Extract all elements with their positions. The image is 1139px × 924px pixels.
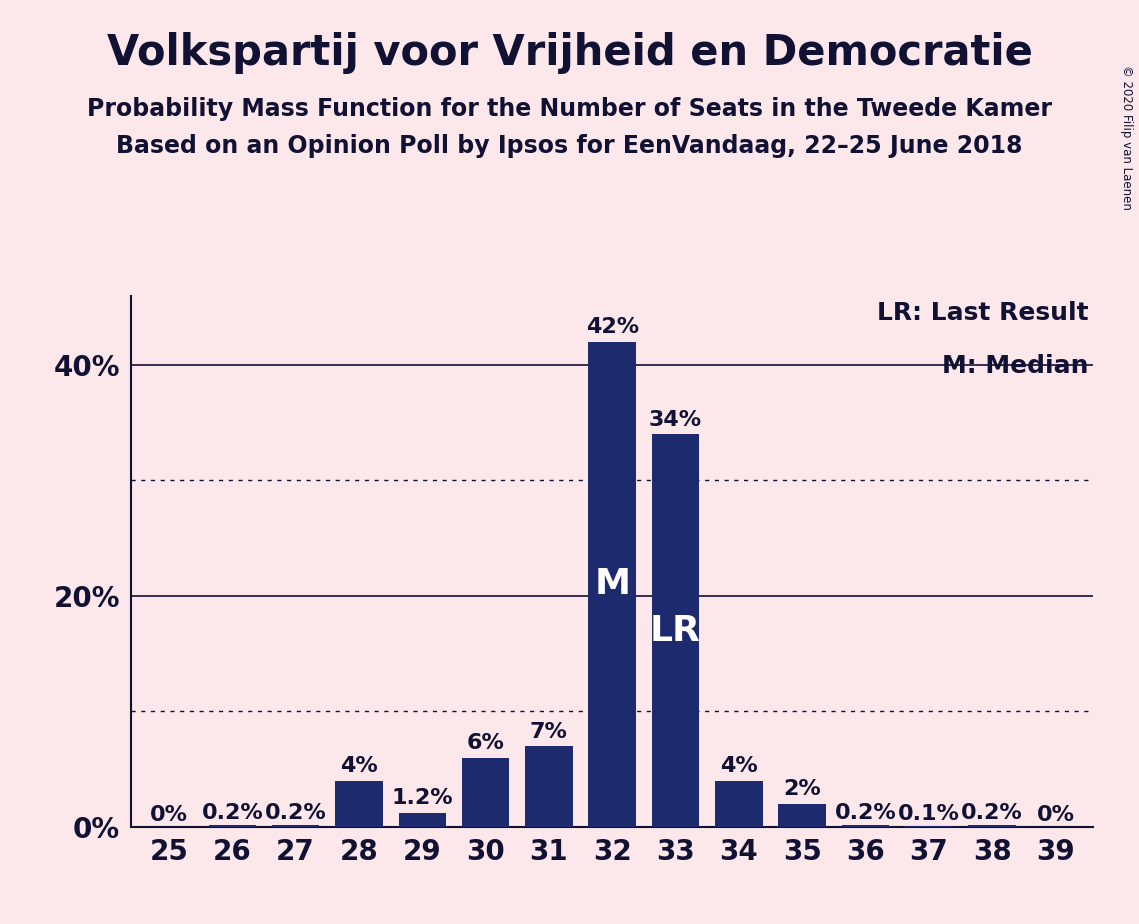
Bar	[589, 342, 636, 827]
Text: © 2020 Filip van Laenen: © 2020 Filip van Laenen	[1121, 65, 1133, 210]
Text: Based on an Opinion Poll by Ipsos for EenVandaag, 22–25 June 2018: Based on an Opinion Poll by Ipsos for Ee…	[116, 134, 1023, 158]
Bar	[968, 824, 1016, 827]
Text: 0.2%: 0.2%	[835, 803, 896, 823]
Text: M: M	[595, 567, 630, 602]
Text: 0%: 0%	[1036, 805, 1074, 825]
Text: 0%: 0%	[150, 805, 188, 825]
Text: 0.2%: 0.2%	[264, 803, 327, 823]
Bar	[906, 826, 952, 827]
Text: LR: Last Result: LR: Last Result	[877, 301, 1089, 325]
Bar	[525, 747, 573, 827]
Text: 4%: 4%	[341, 756, 378, 776]
Text: 34%: 34%	[649, 409, 702, 430]
Text: 2%: 2%	[784, 779, 821, 799]
Bar	[778, 804, 826, 827]
Bar	[715, 781, 763, 827]
Text: 4%: 4%	[720, 756, 757, 776]
Text: 42%: 42%	[585, 317, 639, 337]
Text: 0.2%: 0.2%	[961, 803, 1023, 823]
Text: 0.2%: 0.2%	[202, 803, 263, 823]
Bar	[652, 434, 699, 827]
Bar	[208, 824, 256, 827]
Text: LR: LR	[650, 614, 700, 648]
Bar	[399, 813, 446, 827]
Text: Volkspartij voor Vrijheid en Democratie: Volkspartij voor Vrijheid en Democratie	[107, 32, 1032, 74]
Bar	[842, 824, 890, 827]
Text: 0.1%: 0.1%	[898, 804, 960, 824]
Text: Probability Mass Function for the Number of Seats in the Tweede Kamer: Probability Mass Function for the Number…	[87, 97, 1052, 121]
Text: 7%: 7%	[530, 722, 568, 741]
Text: M: Median: M: Median	[942, 354, 1089, 378]
Text: 6%: 6%	[467, 733, 505, 753]
Bar	[461, 758, 509, 827]
Text: 1.2%: 1.2%	[392, 788, 453, 808]
Bar	[335, 781, 383, 827]
Bar	[272, 824, 319, 827]
